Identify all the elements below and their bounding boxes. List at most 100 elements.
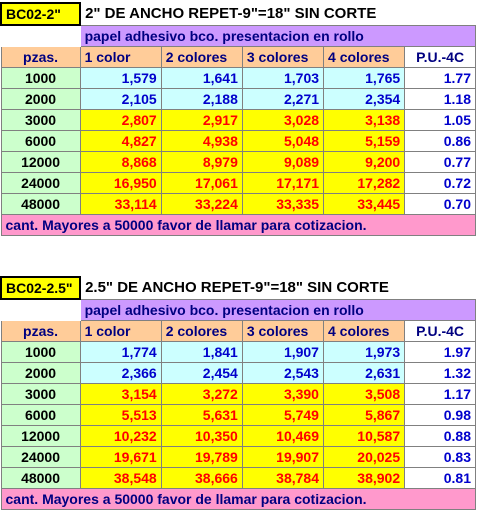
price-2-colors-cell: 2,917	[160, 109, 243, 131]
price-4-colors-cell: 33,445	[323, 193, 406, 215]
unit-price-cell: 0.88	[404, 425, 476, 447]
blank-cell	[0, 24, 81, 47]
price-3-colors-cell: 1,907	[241, 341, 324, 363]
column-header: 4 colores	[322, 320, 406, 342]
price-4-colors-cell: 3,508	[322, 383, 406, 405]
quantity-cell: 6000	[0, 404, 81, 426]
price-2-colors-cell: 1,841	[160, 341, 243, 363]
product-code: BC02-2"	[0, 2, 82, 26]
price-3-colors-cell: 33,335	[241, 193, 325, 215]
footer-row: cant. Mayores a 50000 favor de llamar pa…	[0, 488, 476, 510]
table-row: 1000 1,774 1,841 1,907 1,973 1.97	[0, 341, 476, 363]
unit-price-cell: 1.18	[404, 88, 476, 110]
price-1-color-cell: 1,579	[79, 67, 162, 89]
price-3-colors-cell: 2,543	[241, 362, 324, 384]
product-title: 2.5" DE ANCHO REPET-9"=18" SIN CORTE	[80, 277, 476, 299]
column-header: 2 colores	[160, 320, 243, 342]
price-3-colors-cell: 10,469	[241, 425, 324, 447]
unit-price-cell: 0.72	[404, 172, 476, 194]
price-3-colors-cell: 1,703	[241, 67, 325, 89]
column-header: 1 color	[79, 320, 162, 342]
price-3-colors-cell: 5,749	[241, 404, 324, 426]
subtitle-row: papel adhesivo bco. presentacion en roll…	[0, 24, 477, 47]
column-header: P.U.-4C	[404, 320, 476, 342]
title-row: BC02-2.5" 2.5" DE ANCHO REPET-9"=18" SIN …	[0, 276, 476, 300]
price-2-colors-cell: 2,454	[160, 362, 243, 384]
price-4-colors-cell: 2,631	[322, 362, 406, 384]
price-4-colors-cell: 9,200	[323, 151, 406, 173]
table-row: 6000 5,513 5,631 5,749 5,867 0.98	[0, 404, 476, 426]
quantity-cell: 1000	[0, 341, 81, 363]
price-3-colors-cell: 9,089	[241, 151, 325, 173]
quantity-cell: 3000	[0, 383, 81, 405]
unit-price-cell: 0.98	[404, 404, 476, 426]
table-row: 48000 33,114 33,224 33,335 33,445 0.70	[0, 193, 476, 215]
table-row: 48000 38,548 38,666 38,784 38,902 0.81	[0, 467, 476, 489]
price-2-colors-cell: 10,350	[160, 425, 243, 447]
column-header: 2 colores	[160, 46, 243, 68]
column-header: 4 colores	[323, 46, 406, 68]
quantity-cell: 48000	[0, 467, 81, 489]
price-1-color-cell: 19,671	[79, 446, 162, 468]
price-2-colors-cell: 1,641	[160, 67, 243, 89]
price-table: BC02-2.5" 2.5" DE ANCHO REPET-9"=18" SIN …	[0, 276, 477, 510]
price-4-colors-cell: 1,973	[322, 341, 406, 363]
price-table-block: BC02-2.5" 2.5" DE ANCHO REPET-9"=18" SIN …	[0, 276, 480, 510]
price-1-color-cell: 8,868	[79, 151, 162, 173]
header-row: pzas. 1 color 2 colores 3 colores 4 colores P…	[0, 320, 476, 342]
price-4-colors-cell: 3,138	[323, 109, 406, 131]
price-1-color-cell: 38,548	[79, 467, 162, 489]
price-1-color-cell: 33,114	[79, 193, 162, 215]
quantity-cell: 48000	[0, 193, 81, 215]
price-2-colors-cell: 2,188	[160, 88, 243, 110]
price-2-colors-cell: 5,631	[160, 404, 243, 426]
product-subtitle: papel adhesivo bco. presentacion en roll…	[79, 24, 477, 47]
column-header: pzas.	[0, 46, 81, 68]
table-row: 3000 2,807 2,917 3,028 3,138 1.05	[0, 109, 476, 131]
price-1-color-cell: 2,807	[79, 109, 162, 131]
price-1-color-cell: 5,513	[79, 404, 162, 426]
unit-price-cell: 0.77	[404, 151, 476, 173]
price-1-color-cell: 2,366	[79, 362, 162, 384]
price-3-colors-cell: 38,784	[241, 467, 324, 489]
price-2-colors-cell: 8,979	[160, 151, 243, 173]
price-3-colors-cell: 3,028	[241, 109, 325, 131]
price-4-colors-cell: 5,867	[322, 404, 406, 426]
price-1-color-cell: 16,950	[79, 172, 162, 194]
column-header: P.U.-4C	[404, 46, 476, 68]
quantity-cell: 12000	[0, 151, 81, 173]
table-row: 1000 1,579 1,641 1,703 1,765 1.77	[0, 67, 476, 89]
price-3-colors-cell: 2,271	[241, 88, 325, 110]
unit-price-cell: 0.86	[404, 130, 476, 152]
price-2-colors-cell: 17,061	[160, 172, 243, 194]
price-1-color-cell: 3,154	[79, 383, 162, 405]
unit-price-cell: 1.05	[404, 109, 476, 131]
price-4-colors-cell: 1,765	[323, 67, 406, 89]
table-row: 24000 19,671 19,789 19,907 20,025 0.83	[0, 446, 476, 468]
product-title: 2" DE ANCHO REPET-9"=18" SIN CORTE	[80, 3, 476, 25]
quantity-cell: 2000	[0, 362, 81, 384]
unit-price-cell: 0.83	[404, 446, 476, 468]
table-row: 12000 10,232 10,350 10,469 10,587 0.88	[0, 425, 476, 447]
column-header: 3 colores	[241, 320, 324, 342]
price-4-colors-cell: 20,025	[322, 446, 406, 468]
unit-price-cell: 0.81	[404, 467, 476, 489]
price-4-colors-cell: 5,159	[323, 130, 406, 152]
footer-note: cant. Mayores a 50000 favor de llamar pa…	[0, 214, 476, 236]
price-3-colors-cell: 3,390	[241, 383, 324, 405]
quantity-cell: 2000	[0, 88, 81, 110]
unit-price-cell: 1.97	[404, 341, 476, 363]
price-2-colors-cell: 4,938	[160, 130, 243, 152]
column-header: 1 color	[79, 46, 162, 68]
price-2-colors-cell: 33,224	[160, 193, 243, 215]
table-row: 6000 4,827 4,938 5,048 5,159 0.86	[0, 130, 476, 152]
price-1-color-cell: 4,827	[79, 130, 162, 152]
quantity-cell: 6000	[0, 130, 81, 152]
quantity-cell: 24000	[0, 446, 81, 468]
column-header: 3 colores	[241, 46, 325, 68]
price-4-colors-cell: 2,354	[323, 88, 406, 110]
price-1-color-cell: 10,232	[79, 425, 162, 447]
unit-price-cell: 1.17	[404, 383, 476, 405]
subtitle-row: papel adhesivo bco. presentacion en roll…	[0, 298, 477, 321]
unit-price-cell: 1.77	[404, 67, 476, 89]
